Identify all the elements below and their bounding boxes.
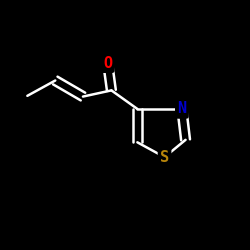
Text: O: O	[103, 56, 112, 71]
Text: N: N	[177, 102, 186, 116]
Text: S: S	[160, 150, 169, 165]
